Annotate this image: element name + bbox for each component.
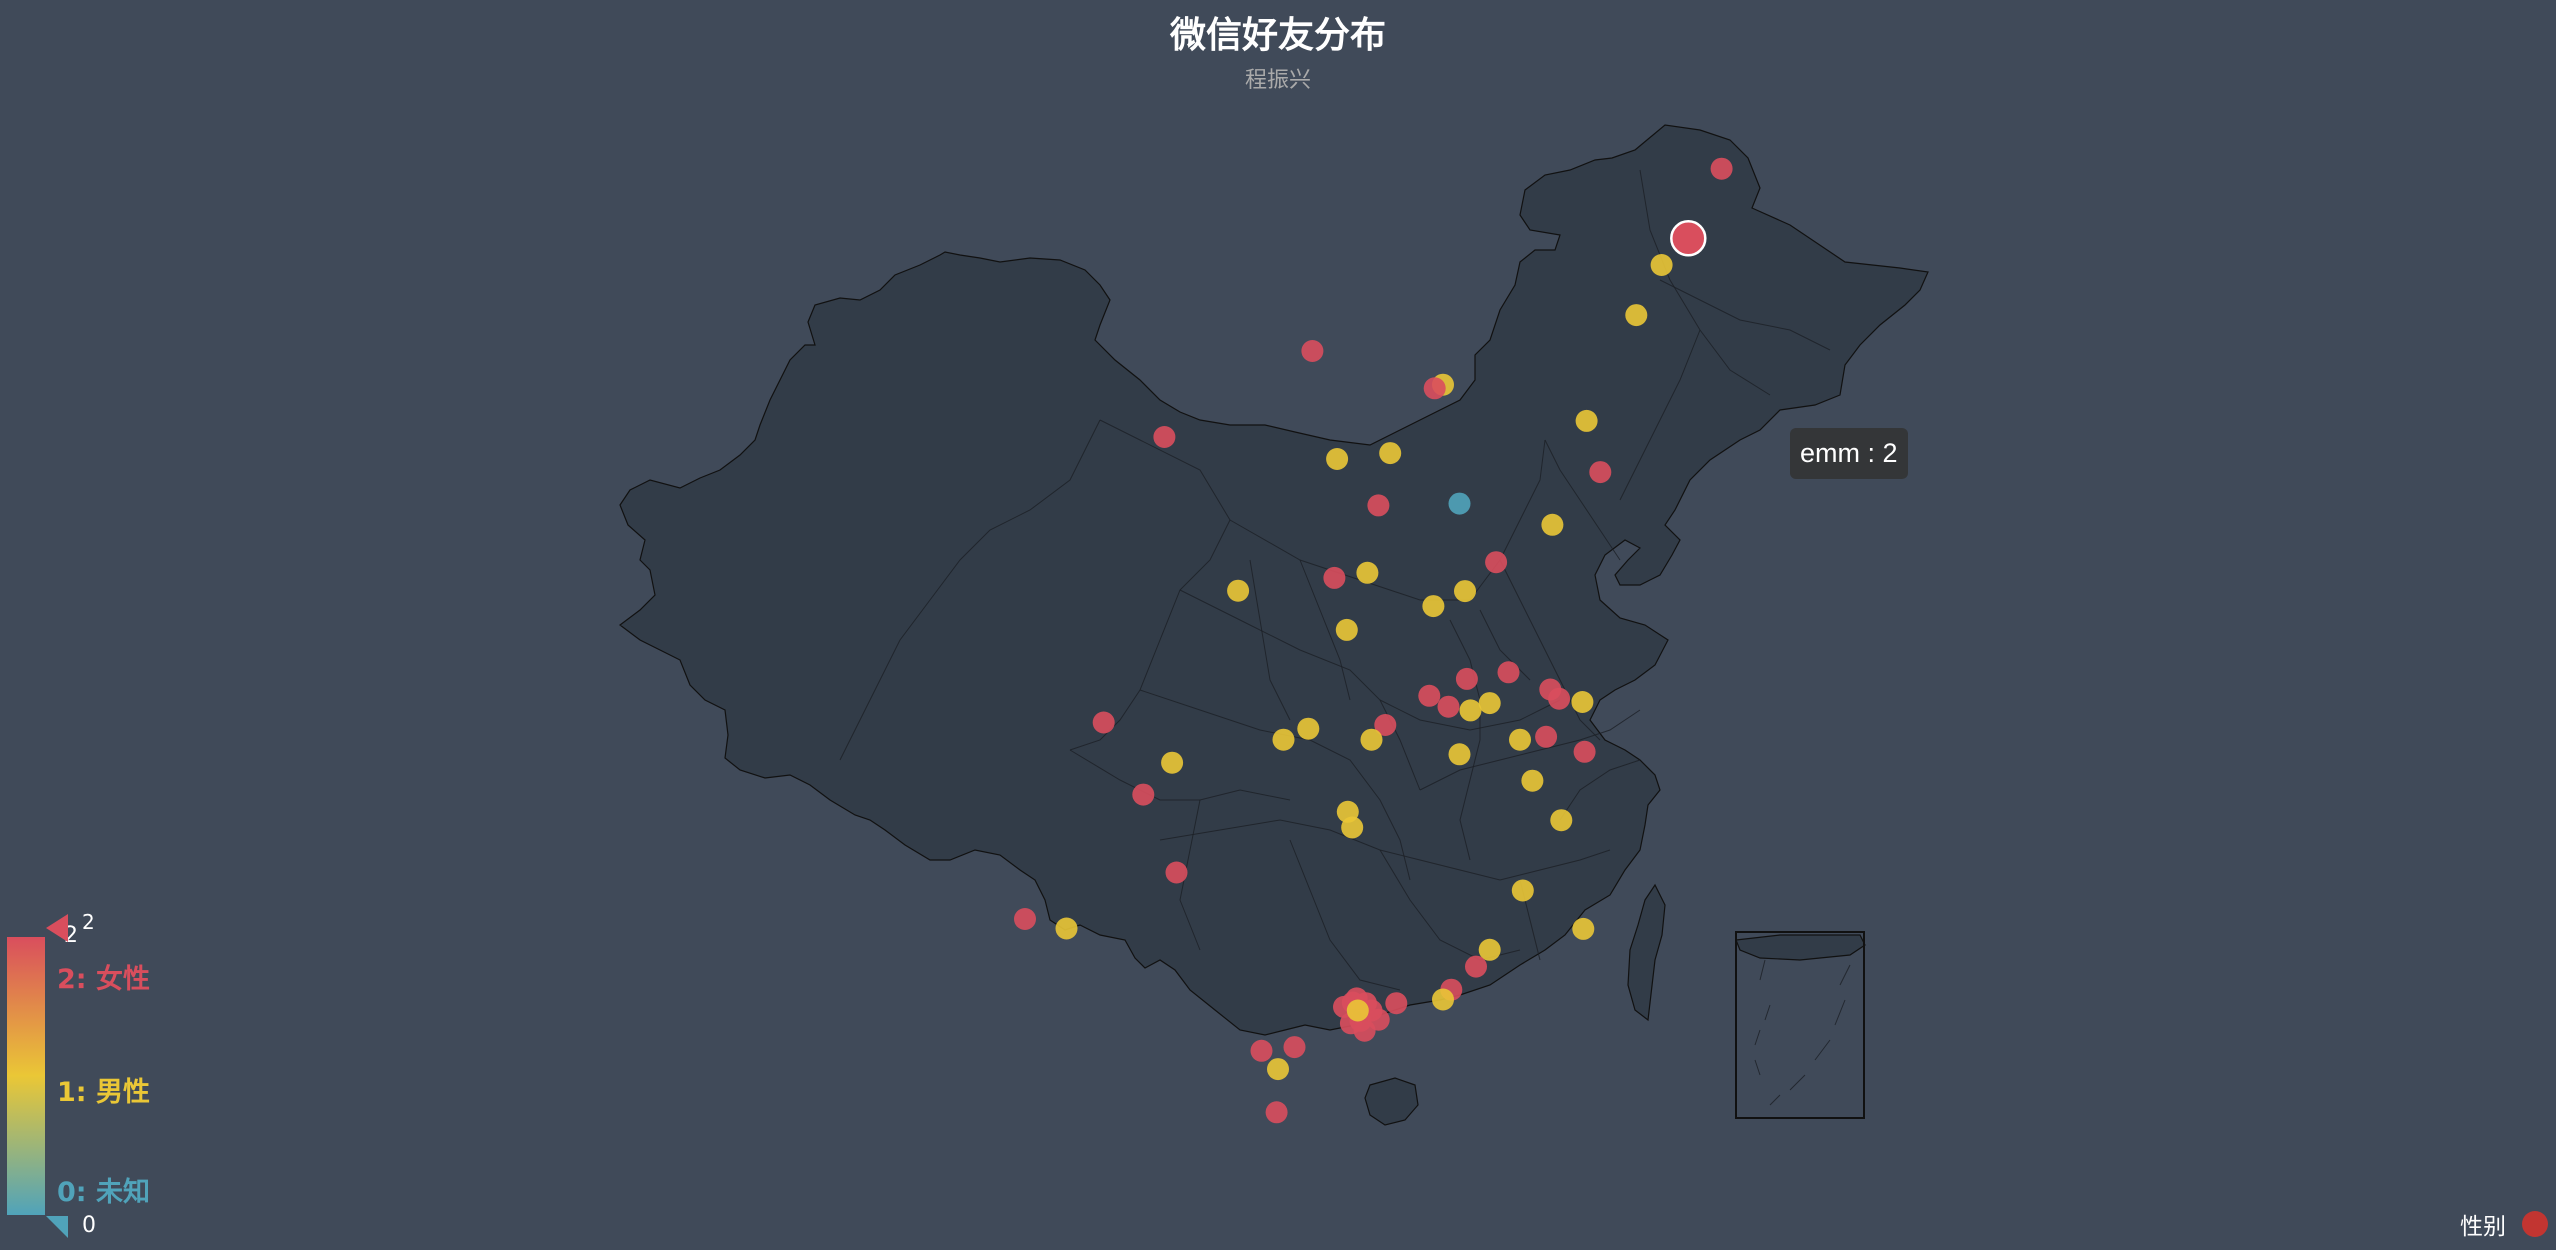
map-land xyxy=(619,124,1929,1126)
hainan-island xyxy=(1364,1077,1419,1126)
scatter-point[interactable] xyxy=(1459,699,1482,722)
scatter-point[interactable] xyxy=(1497,661,1520,684)
mainland-china-outline xyxy=(619,124,1929,1036)
scatter-point[interactable] xyxy=(1650,254,1673,276)
scatter-point[interactable] xyxy=(1550,809,1573,832)
scatter-points[interactable] xyxy=(1014,157,1733,1124)
scatter-point[interactable] xyxy=(1448,743,1471,766)
scatter-point[interactable] xyxy=(1267,1058,1289,1081)
scatter-point[interactable] xyxy=(1589,461,1612,484)
scatter-point[interactable] xyxy=(1418,684,1441,707)
scatter-point[interactable] xyxy=(1092,711,1115,734)
scatter-point[interactable] xyxy=(1132,783,1155,806)
scatter-point[interactable] xyxy=(1573,740,1596,763)
scatter-point[interactable] xyxy=(1227,579,1250,602)
scatter-point[interactable] xyxy=(1346,999,1369,1022)
chart-subtitle: 程振兴 xyxy=(1244,68,1311,93)
scatter-point[interactable] xyxy=(1422,595,1445,618)
scatter-point[interactable] xyxy=(1575,409,1598,432)
visual-map-gradient-bar[interactable] xyxy=(7,937,45,1215)
south-china-sea-inset xyxy=(1735,931,1866,1119)
scatter-point[interactable] xyxy=(1374,714,1397,736)
scatter-point[interactable] xyxy=(1541,513,1564,536)
scatter-point[interactable] xyxy=(1437,695,1460,718)
visual-map[interactable]: 2 2 2: 女性 1: 男性 0: 未知 0 xyxy=(0,900,200,1250)
scatter-point[interactable] xyxy=(1250,1039,1273,1062)
scatter-point[interactable] xyxy=(1161,751,1184,774)
scatter-point[interactable] xyxy=(1341,816,1364,839)
scatter-point[interactable] xyxy=(1353,1019,1376,1042)
scatter-point[interactable] xyxy=(1485,551,1508,574)
scatter-point[interactable] xyxy=(1356,561,1379,584)
scatter-point[interactable] xyxy=(1432,988,1454,1011)
scatter-point[interactable] xyxy=(1165,861,1188,884)
visual-map-label-female: 2: 女性 xyxy=(57,964,150,995)
scatter-point[interactable] xyxy=(1710,157,1733,180)
scatter-point[interactable] xyxy=(1571,691,1594,713)
scatter-point[interactable] xyxy=(1283,1036,1306,1059)
visual-map-min-handle[interactable] xyxy=(46,1216,68,1238)
scatter-point[interactable] xyxy=(1272,728,1295,751)
scatter-point[interactable] xyxy=(1153,426,1176,448)
scatter-point[interactable] xyxy=(1323,566,1346,589)
legend[interactable]: 性别 xyxy=(2460,1204,2548,1244)
scatter-point[interactable] xyxy=(1379,442,1402,465)
highlighted-point[interactable] xyxy=(1670,220,1707,257)
visual-map-min-label: 0 xyxy=(82,1213,96,1238)
scatter-point[interactable] xyxy=(1521,769,1544,792)
scatter-point[interactable] xyxy=(1385,992,1408,1015)
scatter-point[interactable] xyxy=(1055,917,1078,940)
scatter-point[interactable] xyxy=(1572,917,1595,940)
visual-map-label-unknown: 0: 未知 xyxy=(57,1177,150,1208)
scatter-point[interactable] xyxy=(1326,448,1349,470)
scatter-point[interactable] xyxy=(1625,304,1648,327)
scatter-point[interactable] xyxy=(1454,580,1476,603)
scatter-point[interactable] xyxy=(1423,377,1446,400)
scatter-point[interactable] xyxy=(1548,687,1571,710)
scatter-point[interactable] xyxy=(1478,692,1501,715)
province-borders xyxy=(839,169,1831,991)
scatter-point[interactable] xyxy=(1367,494,1390,517)
tooltip: emm : 2 xyxy=(1790,428,1908,479)
visual-map-max-label-secondary: 2 xyxy=(82,910,95,934)
legend-marker[interactable] xyxy=(2522,1211,2548,1237)
scatter-point[interactable] xyxy=(1465,955,1487,978)
scatter-point[interactable] xyxy=(1535,725,1558,748)
scatter-point[interactable] xyxy=(1335,618,1358,641)
scatter-point[interactable] xyxy=(1511,879,1534,902)
scatter-point[interactable] xyxy=(1448,492,1471,515)
visual-map-max-handle[interactable] xyxy=(46,914,68,942)
scatter-point[interactable] xyxy=(1509,728,1531,751)
scatter-point[interactable] xyxy=(1455,667,1478,690)
scatter-point[interactable] xyxy=(1301,340,1324,362)
taiwan-island xyxy=(1627,883,1666,1022)
chart-title: 微信好友分布 xyxy=(1169,15,1386,56)
visual-map-label-male: 1: 男性 xyxy=(57,1077,150,1108)
scatter-point[interactable] xyxy=(1265,1101,1288,1124)
scatter-point[interactable] xyxy=(1014,908,1036,930)
scatter-point[interactable] xyxy=(1360,728,1383,751)
legend-label: 性别 xyxy=(2460,1214,2506,1240)
scatter-point[interactable] xyxy=(1297,717,1320,740)
scatter-point[interactable] xyxy=(1478,938,1501,961)
